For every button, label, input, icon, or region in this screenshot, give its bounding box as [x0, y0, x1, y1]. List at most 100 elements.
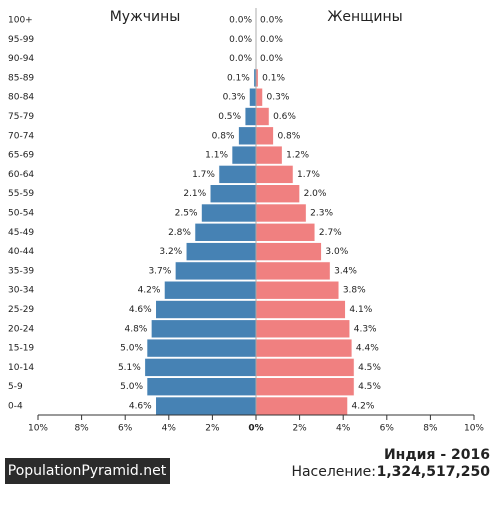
age-label: 60-64: [8, 170, 34, 180]
male-bar: [164, 280, 257, 300]
male-bar: [238, 126, 257, 146]
value-label: 4.1%: [349, 305, 372, 315]
age-label: 10-14: [8, 363, 34, 373]
value-label: 0.0%: [260, 35, 283, 45]
age-label: 25-29: [8, 305, 34, 315]
x-tick-label: 6%: [380, 424, 395, 434]
x-tick-label: 2%: [292, 424, 307, 434]
value-label: 0.8%: [212, 131, 235, 141]
male-bar: [155, 300, 257, 319]
value-label: 5.0%: [120, 382, 143, 392]
male-bar: [231, 145, 257, 165]
male-header: Мужчины: [110, 9, 181, 25]
female-bar: [255, 184, 300, 203]
female-bar: [255, 203, 307, 223]
x-tick-label: 10%: [464, 424, 484, 434]
age-label: 70-74: [8, 131, 34, 141]
value-label: 1.1%: [205, 151, 228, 161]
female-bar: [255, 338, 353, 358]
female-bar: [255, 223, 316, 242]
male-bar: [146, 338, 257, 358]
value-label: 0.0%: [260, 54, 283, 64]
value-label: 0.0%: [260, 16, 283, 26]
age-label: 90-94: [8, 54, 34, 64]
male-bar: [146, 377, 257, 397]
female-header: Женщины: [327, 9, 402, 25]
male-bar: [244, 107, 257, 126]
age-label: 55-59: [8, 189, 34, 199]
value-label: 4.6%: [129, 305, 152, 315]
x-tick-label: 4%: [162, 424, 177, 434]
age-label: 95-99: [8, 35, 34, 45]
value-label: 2.5%: [175, 209, 198, 219]
male-bar: [194, 223, 257, 242]
age-label: 65-69: [8, 151, 34, 161]
value-label: 0.3%: [267, 93, 290, 103]
x-tick-label: 8%: [74, 424, 89, 434]
value-label: 3.2%: [159, 247, 182, 257]
age-label: 100+: [8, 16, 33, 26]
age-label: 20-24: [8, 324, 34, 334]
x-tick-label: 4%: [336, 424, 351, 434]
female-bar: [255, 280, 340, 300]
female-bar: [255, 358, 355, 377]
female-bar: [255, 126, 274, 146]
value-label: 3.0%: [325, 247, 348, 257]
female-bar: [255, 300, 346, 319]
value-label: 4.5%: [358, 382, 381, 392]
female-bar: [255, 165, 294, 184]
population: 1,324,517,250: [377, 464, 491, 480]
female-bar: [255, 319, 351, 339]
chart-title: Индия - 2016: [384, 447, 490, 463]
value-label: 2.0%: [304, 189, 327, 199]
x-tick-label: 8%: [423, 424, 438, 434]
value-label: 0.0%: [229, 35, 252, 45]
male-bar: [249, 87, 257, 107]
value-label: 4.4%: [356, 344, 379, 354]
brand: PopulationPyramid.net: [8, 463, 167, 479]
age-label: 80-84: [8, 93, 34, 103]
value-label: 0.8%: [277, 131, 300, 141]
value-label: 4.8%: [124, 324, 147, 334]
male-bar: [155, 396, 257, 416]
age-label: 45-49: [8, 228, 34, 238]
female-bar: [255, 145, 283, 165]
age-label: 75-79: [8, 112, 34, 122]
age-label: 15-19: [8, 344, 34, 354]
value-label: 0.0%: [229, 54, 252, 64]
value-label: 2.8%: [168, 228, 191, 238]
male-bar: [201, 203, 257, 223]
male-bar: [218, 165, 257, 184]
female-bar: [255, 87, 263, 107]
value-label: 4.6%: [129, 402, 152, 412]
value-label: 3.8%: [343, 286, 366, 296]
age-label: 30-34: [8, 286, 34, 296]
value-label: 1.7%: [192, 170, 215, 180]
male-bar: [151, 319, 257, 339]
female-bar: [255, 396, 348, 416]
value-label: 4.2%: [352, 402, 375, 412]
x-tick-label: 0%: [248, 424, 263, 434]
female-bar: [255, 107, 270, 126]
value-label: 5.1%: [118, 363, 141, 373]
age-label: 85-89: [8, 73, 34, 83]
value-label: 0.5%: [218, 112, 241, 122]
population-label: Население:: [291, 464, 376, 480]
female-bar: [255, 377, 355, 397]
value-label: 2.1%: [183, 189, 206, 199]
value-label: 4.5%: [358, 363, 381, 373]
male-bar: [185, 242, 257, 261]
female-bar: [255, 242, 322, 261]
male-bar: [209, 184, 257, 203]
age-label: 5-9: [8, 382, 23, 392]
value-label: 4.2%: [138, 286, 161, 296]
value-label: 3.4%: [334, 266, 357, 276]
value-label: 0.3%: [223, 93, 246, 103]
x-tick-label: 2%: [205, 424, 220, 434]
value-label: 0.1%: [227, 73, 250, 83]
male-bar: [144, 358, 257, 377]
age-label: 40-44: [8, 247, 34, 257]
value-label: 3.7%: [148, 266, 171, 276]
brand-box: [5, 458, 170, 484]
